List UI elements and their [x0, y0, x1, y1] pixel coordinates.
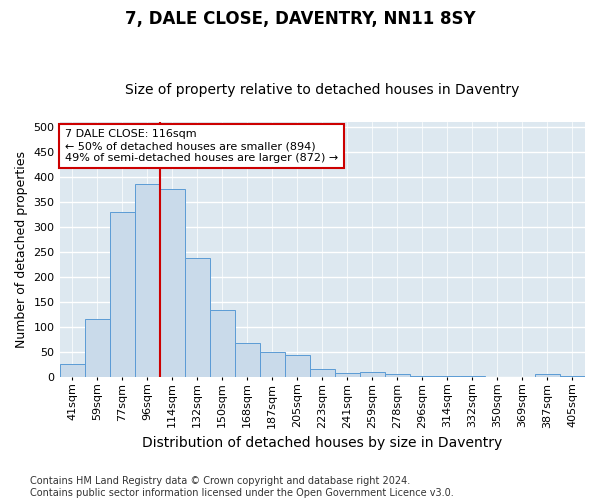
Bar: [59, 364, 85, 377]
Bar: [134, 184, 160, 377]
Text: 7 DALE CLOSE: 116sqm
← 50% of detached houses are smaller (894)
49% of semi-deta: 7 DALE CLOSE: 116sqm ← 50% of detached h…: [65, 130, 338, 162]
Bar: [460, 376, 485, 377]
Title: Size of property relative to detached houses in Daventry: Size of property relative to detached ho…: [125, 83, 520, 97]
X-axis label: Distribution of detached houses by size in Daventry: Distribution of detached houses by size …: [142, 436, 502, 450]
Bar: [385, 374, 410, 377]
Text: Contains HM Land Registry data © Crown copyright and database right 2024.
Contai: Contains HM Land Registry data © Crown c…: [30, 476, 454, 498]
Bar: [85, 319, 110, 377]
Bar: [235, 343, 260, 377]
Text: 7, DALE CLOSE, DAVENTRY, NN11 8SY: 7, DALE CLOSE, DAVENTRY, NN11 8SY: [125, 10, 475, 28]
Bar: [185, 258, 209, 377]
Bar: [560, 376, 585, 377]
Bar: [335, 373, 360, 377]
Y-axis label: Number of detached properties: Number of detached properties: [15, 151, 28, 348]
Bar: [410, 376, 435, 377]
Bar: [435, 376, 460, 377]
Bar: [535, 374, 560, 377]
Bar: [285, 356, 310, 377]
Bar: [360, 372, 385, 377]
Bar: [209, 310, 235, 377]
Bar: [260, 352, 285, 377]
Bar: [160, 190, 185, 377]
Bar: [110, 212, 134, 377]
Bar: [310, 370, 335, 377]
